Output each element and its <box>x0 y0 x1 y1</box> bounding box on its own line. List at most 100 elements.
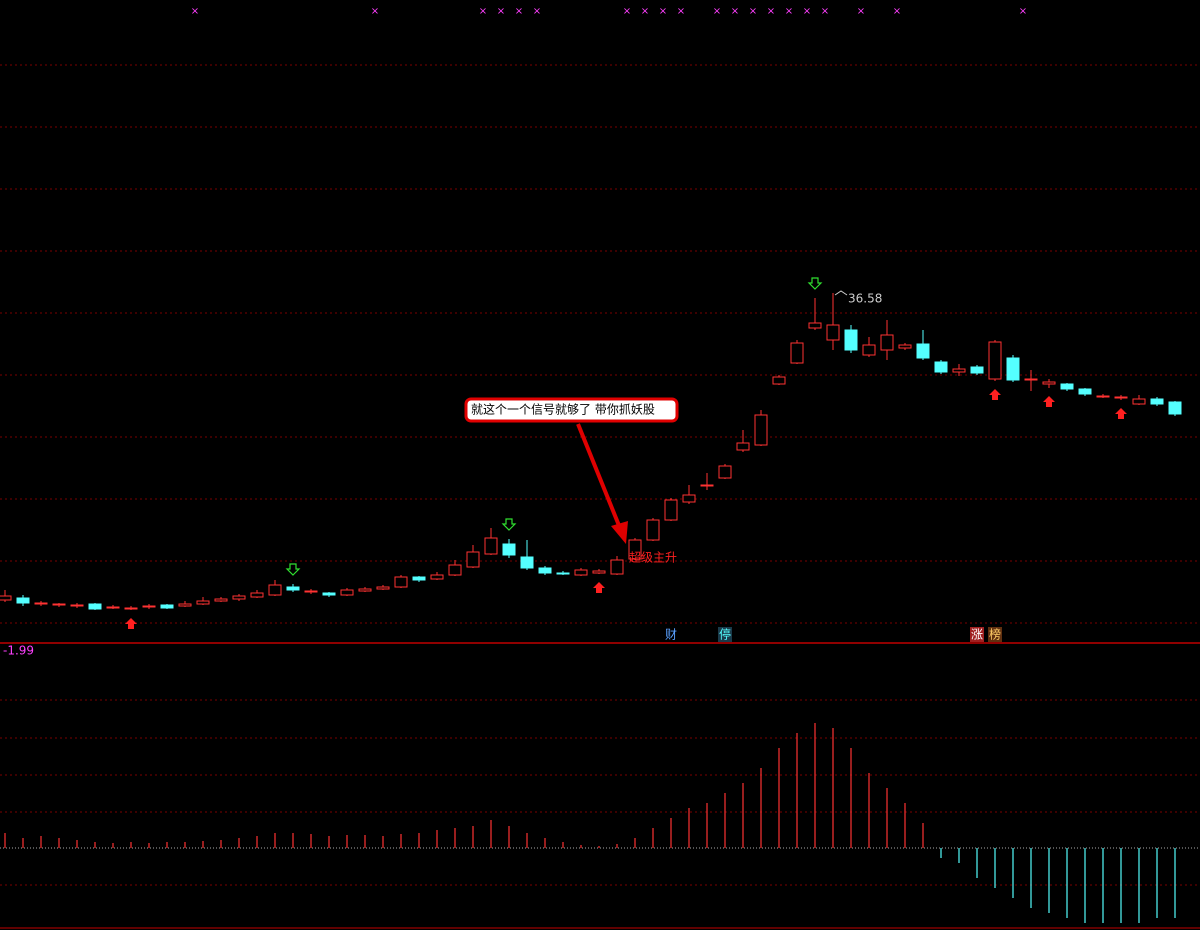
candle-body <box>646 519 660 541</box>
callout-arrow <box>576 423 622 529</box>
badge: 停 <box>719 627 731 642</box>
candle-body <box>448 564 462 576</box>
sell-arrow <box>807 277 823 290</box>
buy-arrow <box>1115 408 1127 419</box>
candle-body <box>1114 396 1128 399</box>
x-marker: × <box>803 6 811 17</box>
sell-arrow <box>501 518 517 531</box>
x-marker: × <box>515 6 523 17</box>
candle-body <box>232 595 246 600</box>
candle-body <box>862 344 876 356</box>
candle-body <box>826 324 840 341</box>
candle-body <box>16 597 30 604</box>
candle-body <box>466 551 480 568</box>
candle-body <box>970 366 984 374</box>
x-marker: × <box>497 6 505 17</box>
candle-body <box>124 607 138 610</box>
candle-body <box>628 539 642 560</box>
candle-body <box>52 603 66 606</box>
candle-body <box>196 600 210 605</box>
x-marker: × <box>767 6 775 17</box>
x-marker: × <box>677 6 685 17</box>
candle-body <box>358 588 372 592</box>
candle-body <box>106 606 120 609</box>
candle-body <box>1024 378 1038 381</box>
x-marker: × <box>1019 6 1027 17</box>
x-marker: × <box>623 6 631 17</box>
x-marker: × <box>857 6 865 17</box>
buy-arrow <box>1043 396 1055 407</box>
candle-body <box>538 567 552 574</box>
x-marker: × <box>533 6 541 17</box>
candle-body <box>1006 357 1020 381</box>
candle-body <box>430 574 444 580</box>
callout-text: 就这个一个信号就够了 带你抓妖股 <box>471 402 655 417</box>
candle-body <box>322 592 336 596</box>
candle-body <box>808 322 822 329</box>
x-marker: × <box>785 6 793 17</box>
callout: 就这个一个信号就够了 带你抓妖股 <box>464 397 679 544</box>
candle-body <box>556 572 570 575</box>
x-marker: × <box>713 6 721 17</box>
badge-bg <box>988 627 1002 642</box>
candle-body <box>304 590 318 593</box>
x-marker: × <box>659 6 667 17</box>
candle-body <box>70 604 84 607</box>
candle-body <box>736 442 750 451</box>
badge-bg <box>718 627 732 642</box>
candle-body <box>952 368 966 373</box>
candle-body <box>574 569 588 576</box>
candle-body <box>934 361 948 373</box>
buy-arrow <box>593 582 605 593</box>
badge: 财 <box>665 628 677 642</box>
badge: 榜 <box>989 627 1001 642</box>
candle-body <box>376 586 390 590</box>
candle-body <box>214 598 228 602</box>
candle-body <box>700 484 714 487</box>
buy-arrow <box>125 618 137 629</box>
candle-body <box>916 343 930 359</box>
candle-body <box>1042 381 1056 385</box>
candle-body <box>34 602 48 605</box>
candle-body <box>772 376 786 385</box>
candle-body <box>610 559 624 575</box>
x-marker: × <box>479 6 487 17</box>
x-marker: × <box>893 6 901 17</box>
candle-body <box>1078 388 1092 395</box>
x-marker: × <box>641 6 649 17</box>
callout-box <box>464 397 679 423</box>
x-marker: × <box>821 6 829 17</box>
pane-title: -1.99 <box>3 644 34 658</box>
candle-body <box>142 605 156 608</box>
candle-body <box>664 499 678 521</box>
candle-body <box>520 556 534 569</box>
x-marker: × <box>191 6 199 17</box>
badge: 涨 <box>971 627 983 642</box>
high-pointer <box>834 290 848 296</box>
candle-body <box>250 592 264 598</box>
candle-body <box>502 543 516 556</box>
callout-arrowhead <box>611 521 628 544</box>
marks: 36.58 × × × × × × × × × × × × × × × × × × × × 超级主升财 停 涨榜 -1.99 <box>0 6 1200 923</box>
candle-body <box>1168 401 1182 415</box>
candle-body <box>484 537 498 555</box>
candle-body <box>412 576 426 581</box>
candle-body <box>0 595 12 601</box>
candle-body <box>898 344 912 349</box>
signal-label: 超级主升 <box>629 550 677 565</box>
candle-body <box>340 589 354 596</box>
candle-body <box>268 584 282 596</box>
x-marker: × <box>731 6 739 17</box>
sell-arrow <box>285 563 301 576</box>
x-marker: × <box>371 6 379 17</box>
candle-body <box>844 329 858 351</box>
badge-bg <box>664 627 678 642</box>
candle-body <box>754 414 768 446</box>
main-grid <box>0 64 1200 929</box>
candle-body <box>1060 383 1074 390</box>
candle-body <box>988 341 1002 380</box>
candle-body <box>1132 398 1146 405</box>
candle-body <box>1150 398 1164 405</box>
